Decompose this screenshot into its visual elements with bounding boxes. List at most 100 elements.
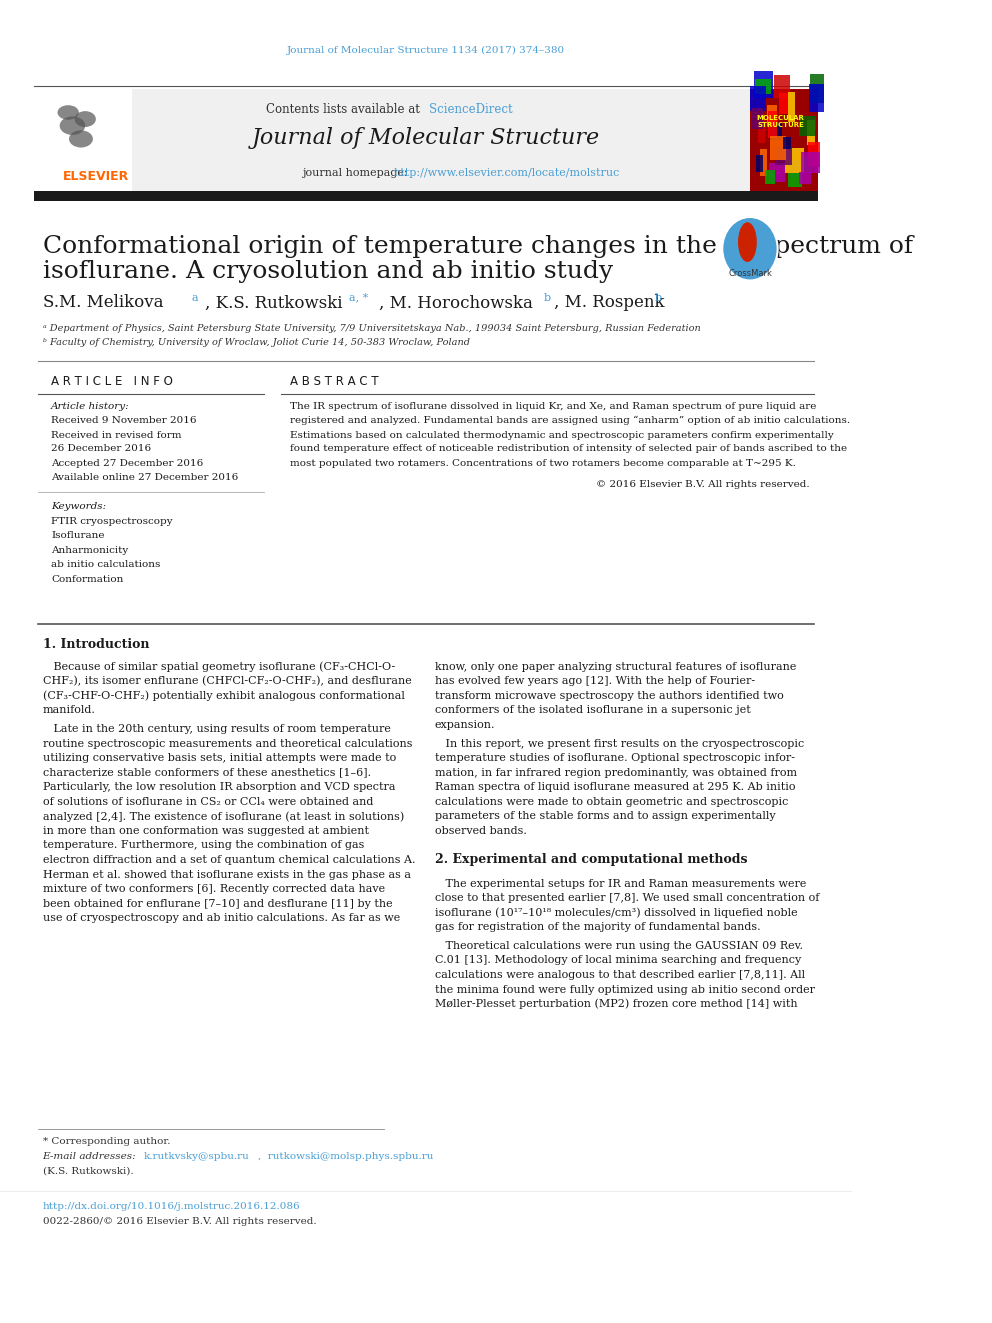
Text: CrossMark: CrossMark <box>728 270 772 278</box>
Bar <box>789 91 796 122</box>
Text: Conformation: Conformation <box>52 576 124 583</box>
Text: Available online 27 December 2016: Available online 27 December 2016 <box>52 474 238 482</box>
Text: C.01 [13]. Methodology of local minima searching and frequency: C.01 [13]. Methodology of local minima s… <box>434 955 801 966</box>
Ellipse shape <box>69 130 93 147</box>
Bar <box>765 171 775 184</box>
Bar <box>770 123 782 140</box>
Text: Conformational origin of temperature changes in the IR spectrum of: Conformational origin of temperature cha… <box>43 234 913 258</box>
Bar <box>768 111 777 138</box>
Text: most populated two rotamers. Concentrations of two rotamers become comparable at: most populated two rotamers. Concentrati… <box>290 459 796 467</box>
Text: in more than one conformation was suggested at ambient: in more than one conformation was sugges… <box>43 826 369 836</box>
Bar <box>788 173 803 188</box>
Text: expansion.: expansion. <box>434 720 495 730</box>
Bar <box>770 136 786 160</box>
Text: Because of similar spatial geometry isoflurane (CF₃-CHCl-O-: Because of similar spatial geometry isof… <box>43 662 395 672</box>
Text: utilizing conservative basis sets, initial attempts were made to: utilizing conservative basis sets, initi… <box>43 753 396 763</box>
Text: ELSEVIER: ELSEVIER <box>63 169 129 183</box>
Text: Raman spectra of liquid isoflurane measured at 295 K. Ab initio: Raman spectra of liquid isoflurane measu… <box>434 782 796 792</box>
Text: Keywords:: Keywords: <box>52 503 106 511</box>
Bar <box>810 74 824 103</box>
Bar <box>750 89 818 192</box>
Text: b: b <box>655 292 662 303</box>
Text: found temperature effect of noticeable redistribution of intensity of selected p: found temperature effect of noticeable r… <box>290 445 847 452</box>
Bar <box>34 89 818 192</box>
Bar <box>755 79 772 94</box>
Bar <box>758 114 765 143</box>
Text: observed bands.: observed bands. <box>434 826 527 836</box>
Text: ScienceDirect: ScienceDirect <box>429 103 512 116</box>
Text: MOLECULAR
STRUCTURE: MOLECULAR STRUCTURE <box>757 115 805 128</box>
Text: (K.S. Rutkowski).: (K.S. Rutkowski). <box>43 1167 133 1175</box>
Text: of solutions of isoflurane in CS₂ or CCl₄ were obtained and: of solutions of isoflurane in CS₂ or CCl… <box>43 796 373 807</box>
Bar <box>770 163 785 183</box>
Ellipse shape <box>738 222 757 262</box>
Bar <box>804 156 812 171</box>
Text: * Corresponding author.: * Corresponding author. <box>43 1138 170 1146</box>
Text: know, only one paper analyzing structural features of isoflurane: know, only one paper analyzing structura… <box>434 662 796 672</box>
Text: Estimations based on calculated thermodynamic and spectroscopic parameters confi: Estimations based on calculated thermody… <box>290 431 833 439</box>
Bar <box>807 142 820 167</box>
Text: has evolved few years ago [12]. With the help of Fourier-: has evolved few years ago [12]. With the… <box>434 676 755 687</box>
Text: registered and analyzed. Fundamental bands are assigned using “anharm” option of: registered and analyzed. Fundamental ban… <box>290 415 850 426</box>
Text: CHF₂), its isomer enflurane (CHFCl-CF₂-O-CHF₂), and desflurane: CHF₂), its isomer enflurane (CHFCl-CF₂-O… <box>43 676 412 687</box>
Text: isoflurane. A cryosolution and ab initio study: isoflurane. A cryosolution and ab initio… <box>43 259 613 283</box>
Bar <box>784 136 791 149</box>
Bar <box>752 108 763 128</box>
Text: temperature studies of isoflurane. Optional spectroscopic infor-: temperature studies of isoflurane. Optio… <box>434 753 795 763</box>
Text: , K.S. Rutkowski: , K.S. Rutkowski <box>204 295 347 311</box>
Text: http://www.elsevier.com/locate/molstruc: http://www.elsevier.com/locate/molstruc <box>394 168 620 179</box>
Text: (CF₃-CHF-O-CHF₂) potentially exhibit analogous conformational: (CF₃-CHF-O-CHF₂) potentially exhibit ana… <box>43 691 405 701</box>
Text: ᵇ Faculty of Chemistry, University of Wroclaw, Joliot Curie 14, 50-383 Wroclaw, : ᵇ Faculty of Chemistry, University of Wr… <box>43 339 469 347</box>
Bar <box>785 148 805 173</box>
Text: calculations were analogous to that described earlier [7,8,11]. All: calculations were analogous to that desc… <box>434 970 805 980</box>
Text: ,  rutkowski@molsp.phys.spbu.ru: , rutkowski@molsp.phys.spbu.ru <box>258 1152 434 1160</box>
Text: close to that presented earlier [7,8]. We used small concentration of: close to that presented earlier [7,8]. W… <box>434 893 819 904</box>
Text: 2. Experimental and computational methods: 2. Experimental and computational method… <box>434 853 747 867</box>
Text: manifold.: manifold. <box>43 705 95 716</box>
Bar <box>767 106 778 126</box>
Text: a: a <box>191 292 198 303</box>
Text: Late in the 20th century, using results of room temperature: Late in the 20th century, using results … <box>43 724 391 734</box>
Text: , M. Horochowska: , M. Horochowska <box>379 295 539 311</box>
Bar <box>34 89 132 192</box>
Text: Isoflurane: Isoflurane <box>52 532 104 540</box>
Text: E-mail addresses:: E-mail addresses: <box>43 1152 143 1160</box>
Text: The experimental setups for IR and Raman measurements were: The experimental setups for IR and Raman… <box>434 878 806 889</box>
Text: analyzed [2,4]. The existence of isoflurane (at least in solutions): analyzed [2,4]. The existence of isoflur… <box>43 811 404 822</box>
Text: conformers of the isolated isoflurane in a supersonic jet: conformers of the isolated isoflurane in… <box>434 705 750 716</box>
Text: Particularly, the low resolution IR absorption and VCD spectra: Particularly, the low resolution IR abso… <box>43 782 395 792</box>
Text: 26 December 2016: 26 December 2016 <box>52 445 151 452</box>
Text: , M. Rospenk: , M. Rospenk <box>554 295 670 311</box>
Bar <box>800 172 810 184</box>
Text: Contents lists available at: Contents lists available at <box>266 103 424 116</box>
Bar <box>756 155 763 172</box>
Text: routine spectroscopic measurements and theoretical calculations: routine spectroscopic measurements and t… <box>43 738 412 749</box>
Text: temperature. Furthermore, using the combination of gas: temperature. Furthermore, using the comb… <box>43 840 364 851</box>
Text: A R T I C L E   I N F O: A R T I C L E I N F O <box>52 374 173 388</box>
Ellipse shape <box>722 217 778 280</box>
Bar <box>774 75 790 98</box>
Text: parameters of the stable forms and to assign experimentally: parameters of the stable forms and to as… <box>434 811 776 822</box>
Text: gas for registration of the majority of fundamental bands.: gas for registration of the majority of … <box>434 922 760 933</box>
Text: © 2016 Elsevier B.V. All rights reserved.: © 2016 Elsevier B.V. All rights reserved… <box>596 480 809 488</box>
Text: isoflurane (10¹⁷–10¹⁸ molecules/cm³) dissolved in liquefied noble: isoflurane (10¹⁷–10¹⁸ molecules/cm³) dis… <box>434 908 798 918</box>
Text: calculations were made to obtain geometric and spectroscopic: calculations were made to obtain geometr… <box>434 796 788 807</box>
Text: ab initio calculations: ab initio calculations <box>52 561 161 569</box>
Text: S.M. Melikova: S.M. Melikova <box>43 295 169 311</box>
Text: characterize stable conformers of these anesthetics [1–6].: characterize stable conformers of these … <box>43 767 371 778</box>
Text: Received 9 November 2016: Received 9 November 2016 <box>52 417 196 425</box>
Text: A B S T R A C T: A B S T R A C T <box>290 374 378 388</box>
Text: Herman et al. showed that isoflurane exists in the gas phase as a: Herman et al. showed that isoflurane exi… <box>43 869 411 880</box>
Text: Article history:: Article history: <box>52 402 130 410</box>
Bar <box>775 147 793 165</box>
Ellipse shape <box>60 116 85 135</box>
Text: use of cryospectroscopy and ab initio calculations. As far as we: use of cryospectroscopy and ab initio ca… <box>43 913 400 923</box>
Bar <box>34 191 818 201</box>
Text: the minima found were fully optimized using ab initio second order: the minima found were fully optimized us… <box>434 984 814 995</box>
Text: mixture of two conformers [6]. Recently corrected data have: mixture of two conformers [6]. Recently … <box>43 884 385 894</box>
Ellipse shape <box>58 106 78 119</box>
Text: transform microwave spectroscopy the authors identified two: transform microwave spectroscopy the aut… <box>434 691 784 701</box>
Text: 0022-2860/© 2016 Elsevier B.V. All rights reserved.: 0022-2860/© 2016 Elsevier B.V. All right… <box>43 1217 316 1225</box>
Text: Accepted 27 December 2016: Accepted 27 December 2016 <box>52 459 203 467</box>
Bar <box>789 160 800 179</box>
